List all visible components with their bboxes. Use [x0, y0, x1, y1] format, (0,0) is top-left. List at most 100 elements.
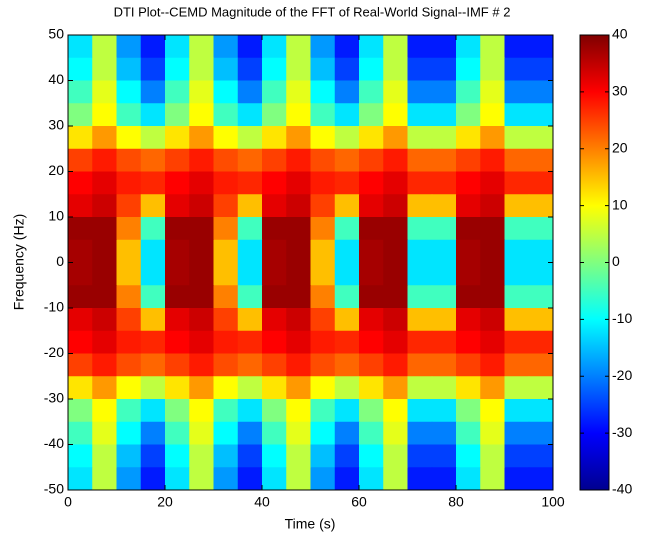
heatmap-cell [480, 262, 505, 286]
heatmap-cell [480, 239, 505, 263]
heatmap-cell [334, 444, 360, 468]
heatmap-cell [431, 35, 457, 59]
heatmap-cell [189, 194, 214, 218]
heatmap-cell [310, 330, 336, 354]
heatmap-cell [286, 444, 311, 468]
heatmap-cell [504, 194, 530, 218]
heatmap-cell [140, 262, 166, 286]
heatmap-cell [213, 444, 239, 468]
heatmap-cell [407, 103, 433, 127]
heatmap-cell [92, 239, 117, 263]
heatmap-cell [407, 399, 433, 423]
heatmap-cell [165, 376, 190, 400]
heatmap-cell [407, 285, 433, 309]
heatmap-cell [286, 80, 311, 104]
x-axis-label: Time (s) [285, 516, 336, 532]
heatmap-cell [310, 35, 336, 59]
heatmap-cell [165, 35, 190, 59]
heatmap-cell [116, 194, 142, 218]
heatmap-cell [480, 194, 505, 218]
heatmap-cell [286, 308, 311, 332]
heatmap-cell [262, 103, 287, 127]
heatmap-cell [262, 35, 287, 59]
heatmap-cell [286, 148, 311, 172]
heatmap-cell [68, 217, 93, 241]
heatmap-cell [480, 399, 505, 423]
heatmap-cell [456, 171, 481, 195]
heatmap-cell [116, 467, 142, 491]
heatmap-cell [407, 444, 433, 468]
heatmap-cell [456, 103, 481, 127]
heatmap-cell [456, 421, 481, 445]
heatmap-cell [116, 80, 142, 104]
heatmap-cell [480, 126, 505, 150]
heatmap-cell [359, 421, 384, 445]
heatmap-cell [383, 35, 408, 59]
heatmap-cell [431, 80, 457, 104]
heatmap-cell [237, 148, 263, 172]
colorbar-tick-label: 10 [612, 196, 628, 212]
heatmap-cell [165, 262, 190, 286]
heatmap-cell [237, 126, 263, 150]
x-tick-label: 100 [541, 494, 565, 510]
heatmap-cell [310, 103, 336, 127]
heatmap-cell [334, 376, 360, 400]
heatmap-cell [189, 353, 214, 377]
heatmap-cell [504, 239, 530, 263]
y-tick-label: -20 [44, 344, 64, 360]
heatmap-cell [92, 148, 117, 172]
heatmap-cell [140, 399, 166, 423]
heatmap-cell [68, 285, 93, 309]
heatmap-cell [456, 399, 481, 423]
heatmap-cell [383, 80, 408, 104]
heatmap-cell [68, 376, 93, 400]
heatmap-cell [286, 262, 311, 286]
heatmap-cell [504, 103, 530, 127]
heatmap-cell [189, 239, 214, 263]
heatmap-cell [68, 353, 93, 377]
heatmap-cell [237, 285, 263, 309]
heatmap-cell [262, 80, 287, 104]
heatmap-cell [407, 308, 433, 332]
heatmap-cell [310, 262, 336, 286]
heatmap-cell [310, 194, 336, 218]
heatmap-cell [213, 467, 239, 491]
heatmap-cell [480, 217, 505, 241]
heatmap-cell [504, 467, 530, 491]
heatmap-cell [383, 285, 408, 309]
heatmap-cell [480, 35, 505, 59]
heatmap-cell [237, 194, 263, 218]
heatmap-cell [456, 467, 481, 491]
heatmap-cell [480, 467, 505, 491]
heatmap-cell [92, 171, 117, 195]
heatmap-cell [68, 126, 93, 150]
heatmap [68, 35, 554, 491]
heatmap-cell [310, 467, 336, 491]
heatmap-cell [213, 57, 239, 81]
heatmap-cell [310, 421, 336, 445]
y-tick-label: 50 [48, 26, 64, 42]
heatmap-cell [213, 103, 239, 127]
heatmap-cell [237, 308, 263, 332]
heatmap-cell [116, 376, 142, 400]
heatmap-cell [407, 330, 433, 354]
heatmap-cell [286, 57, 311, 81]
heatmap-cell [286, 194, 311, 218]
heatmap-cell [431, 467, 457, 491]
heatmap-cell [480, 353, 505, 377]
heatmap-cell [116, 308, 142, 332]
heatmap-cell [140, 330, 166, 354]
heatmap-cell [262, 444, 287, 468]
heatmap-cell [286, 353, 311, 377]
heatmap-cell [68, 330, 93, 354]
x-tick-label: 40 [254, 494, 270, 510]
heatmap-cell [431, 171, 457, 195]
heatmap-cell [92, 376, 117, 400]
heatmap-cell [431, 353, 457, 377]
heatmap-cell [431, 57, 457, 81]
heatmap-cell [68, 308, 93, 332]
heatmap-cell [213, 285, 239, 309]
heatmap-cell [528, 126, 554, 150]
heatmap-cell [237, 80, 263, 104]
heatmap-cell [456, 239, 481, 263]
